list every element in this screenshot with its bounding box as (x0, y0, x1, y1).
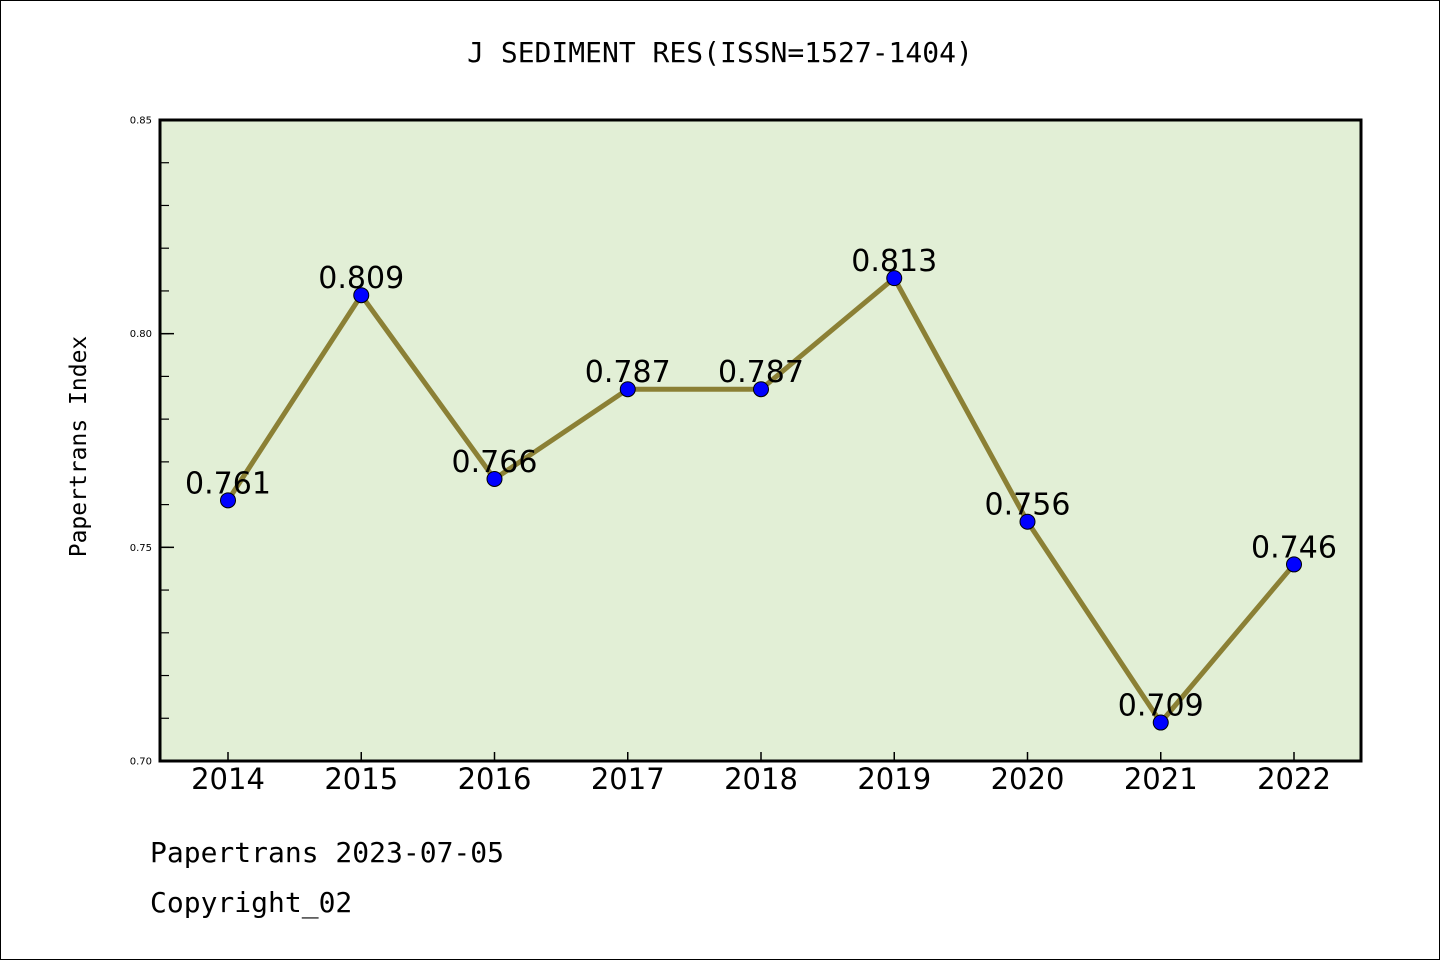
x-tick-label: 2021 (1124, 762, 1198, 796)
y-tick-label: 0.80 (130, 329, 152, 340)
x-tick-label: 2014 (191, 762, 265, 796)
x-tick-label: 2019 (857, 762, 931, 796)
data-point (1286, 556, 1302, 573)
y-tick-label: 0.70 (130, 757, 152, 768)
data-point (886, 270, 903, 287)
footer-copyright: Copyright_02 (150, 886, 353, 919)
data-label: 0.761 (185, 466, 271, 501)
footer-date: Papertrans 2023-07-05 (150, 836, 505, 869)
data-point (220, 492, 236, 509)
y-axis-label: Papertrans Index (66, 336, 92, 558)
x-tick-label: 2015 (324, 762, 398, 796)
data-label: 0.709 (1118, 689, 1204, 724)
x-tick-label: 2017 (591, 762, 665, 796)
data-label: 0.809 (318, 261, 404, 296)
data-point (486, 470, 503, 487)
x-tick-label: 2020 (991, 762, 1065, 796)
data-point (353, 287, 370, 304)
x-tick-label: 2016 (458, 762, 532, 796)
data-label: 0.766 (452, 445, 538, 480)
data-point (1152, 714, 1169, 731)
chart-title: J SEDIMENT RES(ISSN=1527-1404) (467, 36, 973, 69)
data-point (619, 381, 636, 398)
data-label: 0.746 (1251, 530, 1337, 565)
plot-area (160, 120, 1361, 761)
y-tick-label: 0.75 (130, 543, 152, 554)
data-label: 0.787 (718, 355, 804, 390)
data-label: 0.813 (851, 244, 937, 279)
plot-border (158, 118, 1363, 763)
x-tick-label: 2018 (724, 762, 798, 796)
data-label: 0.756 (985, 488, 1071, 523)
data-point (753, 381, 769, 398)
x-tick-label: 2022 (1257, 762, 1331, 796)
data-point (1019, 513, 1036, 530)
y-tick-label: 0.85 (130, 116, 152, 127)
data-label: 0.787 (585, 355, 671, 390)
